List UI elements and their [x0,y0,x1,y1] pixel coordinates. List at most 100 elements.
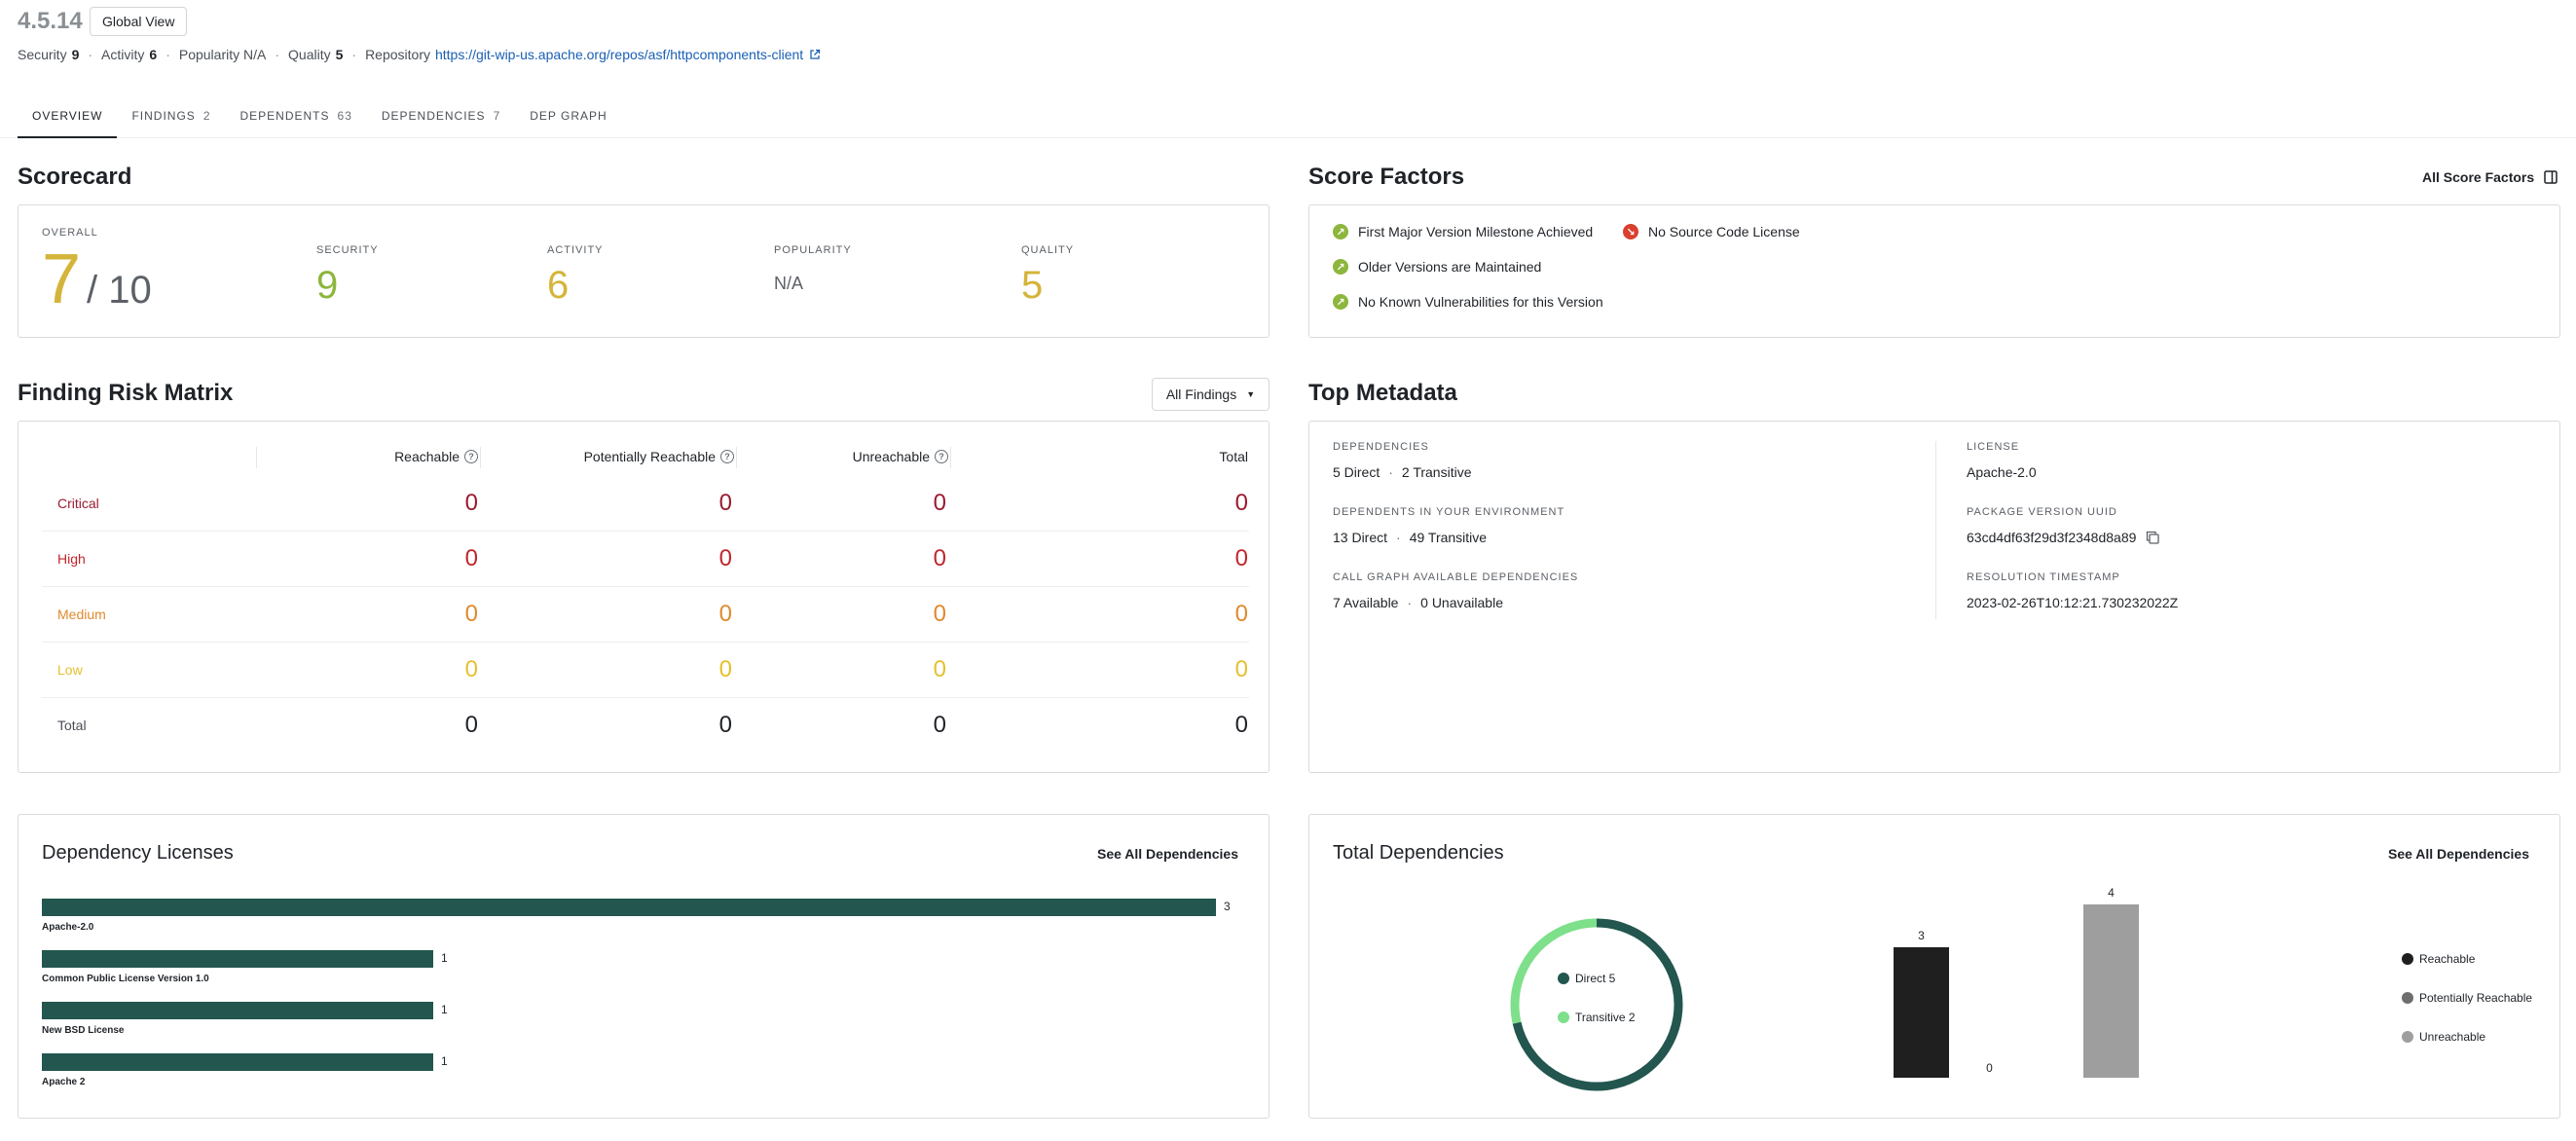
tab-bar: OVERVIEW FINDINGS 2 DEPENDENTS 63 DEPENDEN… [18,99,622,138]
license-bar[interactable] [42,950,433,968]
risk-cell[interactable]: 0 [933,545,946,571]
tab-dependents[interactable]: DEPENDENTS 63 [226,99,367,138]
dependencies-transitive[interactable]: 2 Transitive [1401,464,1472,480]
license-bar-value: 1 [441,1054,448,1068]
risk-cell[interactable]: 0 [464,656,478,682]
see-all-dependencies-link[interactable]: See All Dependencies [2388,846,2529,862]
global-view-button[interactable]: Global View [90,7,188,36]
license-bar[interactable] [42,1002,433,1019]
all-score-factors-link[interactable]: All Score Factors [2422,169,2558,185]
score-factors-title: Score Factors [1308,164,1465,190]
risk-cell[interactable]: 0 [718,490,732,516]
reachability-bar[interactable] [1894,947,1949,1078]
risk-cell[interactable]: 0 [464,545,478,571]
security-score-value: 9 [316,264,339,307]
column-divider [950,447,951,468]
risk-row-high: High 0 0 0 0 [42,532,1249,587]
arrow-down-icon: ↘ [1623,224,1638,239]
activity-summary-value: 6 [149,47,158,62]
popularity-summary: Popularity N/A [178,47,267,62]
tab-label: DEPENDENTS [239,109,330,123]
reachability-legend: Reachable Potentially Reachable Unreacha… [2402,952,2532,1044]
legend-dot [2402,992,2413,1004]
reachability-bar-chart: 3 0 4 [1894,886,2139,1078]
panel-icon [2544,170,2558,184]
separator: · [166,47,170,62]
risk-cell[interactable]: 0 [464,601,478,627]
risk-cell[interactable]: 0 [464,490,478,516]
package-summary-line: Security 9 · Activity 6 · Popularity N/A… [18,47,821,62]
legend-dot [2402,1031,2413,1043]
help-icon[interactable]: ? [935,450,948,463]
risk-cell[interactable]: 0 [1234,601,1248,627]
chevron-down-icon: ▼ [1246,389,1256,399]
reachability-bar-value: 0 [1986,1061,1993,1075]
arrow-up-icon: ↗ [1333,224,1348,239]
quality-summary-value: 5 [335,47,344,62]
donut-segment[interactable] [1504,912,1689,1097]
risk-cell[interactable]: 0 [933,656,946,682]
package-version: 4.5.14 [18,8,83,34]
risk-row-medium: Medium 0 0 0 0 [42,587,1249,643]
column-divider [256,447,257,468]
legend-item-reachable: Reachable [2402,952,2532,966]
column-header-total: Total [952,449,1248,464]
dependents-transitive[interactable]: 49 Transitive [1409,530,1488,545]
license-bar[interactable] [42,899,1216,916]
separator: · [1396,530,1401,545]
activity-summary-label: Activity [101,47,145,62]
copy-icon[interactable] [2146,531,2160,544]
risk-cell[interactable]: 0 [718,712,732,738]
legend-label: Unreachable [2419,1030,2486,1044]
scorecard-title: Scorecard [18,164,132,190]
security-summary-label: Security [18,47,67,62]
external-link-icon[interactable] [809,49,821,60]
tab-count: 7 [493,109,501,123]
tab-count: 63 [337,109,352,123]
license-bar-value: 1 [441,951,448,965]
see-all-dependencies-link[interactable]: See All Dependencies [1097,846,1238,862]
risk-cell[interactable]: 0 [1234,656,1248,682]
reachability-bar[interactable] [2083,904,2139,1078]
popularity-score-label: POPULARITY [774,244,852,256]
column-header-label: Potentially Reachable [583,449,716,464]
score-factors-card: ↗ First Major Version Milestone Achieved… [1308,204,2560,338]
risk-cell[interactable]: 0 [1234,712,1248,738]
row-divider [42,586,1249,587]
column-divider [480,447,481,468]
tab-findings[interactable]: FINDINGS 2 [117,99,225,138]
repository-label: Repository [365,47,430,62]
risk-cell[interactable]: 0 [1234,545,1248,571]
dependents-value: 13 Direct · 49 Transitive [1333,530,1487,545]
help-icon[interactable]: ? [720,450,734,463]
help-icon[interactable]: ? [464,450,478,463]
uuid-text: 63cd4df63f29d3f2348d8a89 [1967,530,2137,545]
top-metadata-card: DEPENDENCIES 5 Direct · 2 Transitive DEP… [1308,421,2560,773]
risk-cell[interactable]: 0 [718,656,732,682]
dependents-direct[interactable]: 13 Direct [1333,530,1388,545]
legend-dot [1558,973,1569,984]
findings-filter-value: All Findings [1165,386,1237,402]
tab-dependencies[interactable]: DEPENDENCIES 7 [367,99,515,138]
risk-cell[interactable]: 0 [718,601,732,627]
overall-score-denominator: / 10 [87,269,152,312]
risk-cell[interactable]: 0 [1234,490,1248,516]
overall-label: OVERALL [42,227,98,239]
risk-cell[interactable]: 0 [464,712,478,738]
dependencies-direct[interactable]: 5 Direct [1333,464,1380,480]
donut-segment[interactable] [1504,912,1689,1097]
repository-link[interactable]: https://git-wip-us.apache.org/repos/asf/… [434,47,804,62]
tab-dep-graph[interactable]: DEP GRAPH [515,99,621,138]
risk-cell[interactable]: 0 [718,545,732,571]
risk-cell[interactable]: 0 [933,712,946,738]
tab-overview[interactable]: OVERVIEW [18,99,118,138]
findings-filter-select[interactable]: All Findings ▼ [1152,378,1270,411]
license-bar-label: Apache 2 [42,1077,86,1087]
dependency-licenses-card: Dependency Licenses See All Dependencies… [18,814,1270,1119]
legend-dot [2402,953,2413,965]
severity-label: High [57,551,86,567]
license-bar[interactable] [42,1053,433,1071]
risk-cell[interactable]: 0 [933,601,946,627]
risk-cell[interactable]: 0 [933,490,946,516]
severity-label: Total [57,718,87,733]
